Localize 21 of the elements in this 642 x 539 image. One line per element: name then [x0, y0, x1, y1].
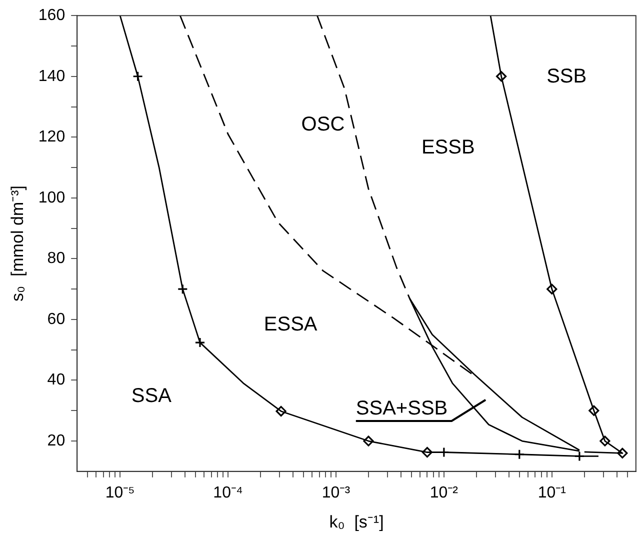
y-tick-label: 100: [38, 189, 66, 206]
x-tick-label: 10⁻⁴: [213, 484, 243, 502]
x-tick-label: 10⁻³: [322, 484, 351, 502]
annotation: ESSB: [421, 136, 475, 158]
annotation: SSB: [546, 66, 587, 88]
y-tick-label: 140: [38, 68, 66, 85]
y-tick-label: 80: [47, 250, 66, 268]
y-axis-title: s₀ [mmol dm⁻³]: [8, 185, 27, 302]
y-tick-label: 160: [38, 7, 66, 24]
annotation: SSA+SSB: [356, 397, 448, 420]
y-tick-label: 120: [38, 128, 66, 146]
x-tick-label: 10⁻²: [430, 484, 459, 502]
x-tick-label: 10⁻⁵: [105, 484, 135, 502]
annotation: OSC: [301, 114, 345, 136]
y-tick-label: 40: [47, 372, 66, 389]
y-tick-label: 60: [47, 310, 66, 328]
x-axis-title: k₀ [s⁻¹]: [329, 512, 384, 532]
annotation: SSA: [131, 385, 172, 408]
x-tick-label: 10⁻¹: [538, 484, 566, 502]
y-tick-label: 20: [47, 432, 66, 450]
annotation: ESSA: [264, 314, 318, 336]
